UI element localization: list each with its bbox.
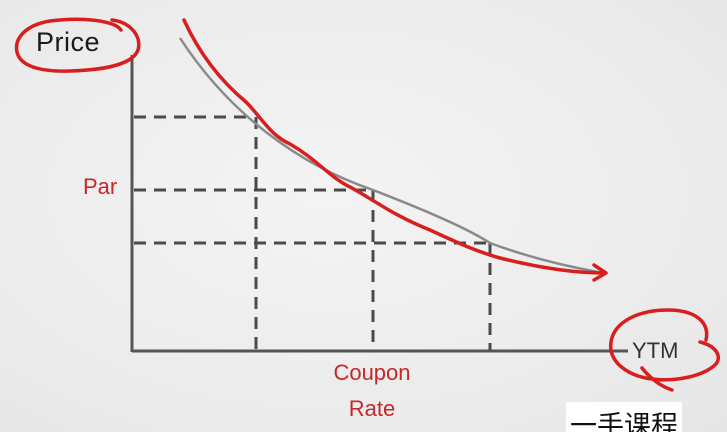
red-annotation-stroke <box>182 18 606 275</box>
y-axis-title: Price <box>36 27 101 57</box>
hand-drawn-circle-icon <box>609 308 721 392</box>
par-label: Par <box>83 174 118 199</box>
x-axis-title: YTM <box>632 338 679 363</box>
coupon-rate-label: Coupon Rate <box>333 360 411 421</box>
hand-drawn-circle-icon <box>14 17 141 73</box>
arrowhead-icon <box>592 263 608 282</box>
watermark-text: 一手课程 <box>566 402 682 432</box>
price-yield-curve <box>178 37 599 274</box>
